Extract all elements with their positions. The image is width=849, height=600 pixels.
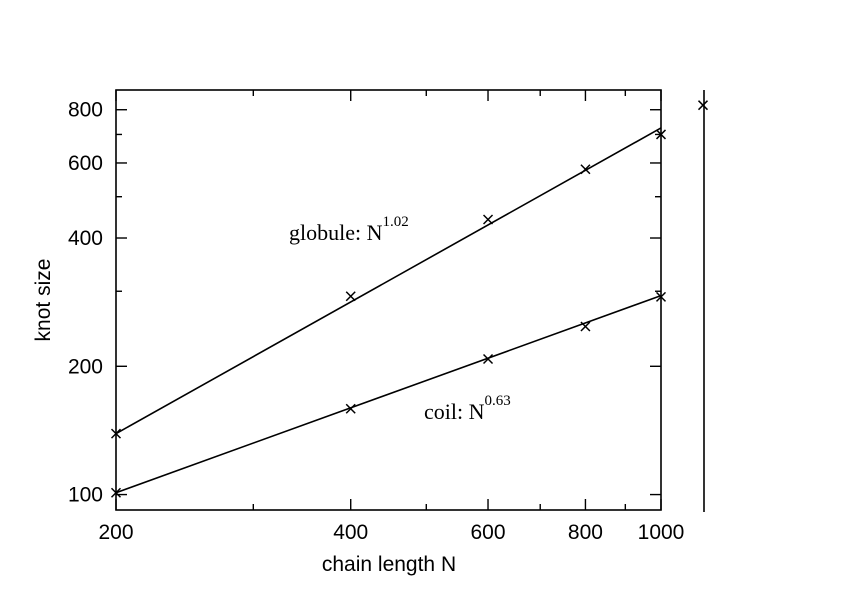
x-tick-label: 600 — [470, 521, 505, 544]
marker-stroke — [345, 291, 356, 302]
globule-data-point — [580, 164, 591, 175]
marker-stroke — [110, 487, 122, 498]
globule-annotation: globule: N1.02 — [289, 214, 409, 245]
data-points — [110, 129, 667, 498]
marker-stroke — [110, 428, 122, 439]
coil-data-point — [110, 487, 122, 498]
coil-annotation-text: coil: N — [424, 399, 485, 424]
ticks — [115, 90, 662, 510]
coil-data-point — [655, 291, 667, 302]
plot-frame — [115, 89, 662, 511]
y-tick-label: 800 — [68, 99, 103, 122]
y-tick-label: 200 — [68, 355, 103, 378]
x-tick-label: 800 — [568, 521, 603, 544]
outside-data-point — [697, 100, 709, 111]
outside-point-group — [697, 100, 709, 111]
y-axis-label: knot size — [32, 259, 55, 342]
marker-stroke — [345, 403, 356, 414]
tick-labels: 200 400 600 800 1000 100 200 400 600 800 — [68, 99, 684, 544]
globule-data-point — [655, 129, 667, 140]
y-tick-label: 100 — [68, 484, 103, 507]
coil-data-point — [580, 321, 591, 332]
coil-annotation: coil: N0.63 — [424, 393, 511, 424]
globule-fit-line — [115, 127, 662, 435]
coil-data-point — [345, 403, 356, 414]
fit-lines — [115, 127, 662, 494]
marker-stroke — [580, 164, 591, 175]
globule-data-point — [345, 291, 356, 302]
y-tick-label: 600 — [68, 152, 103, 175]
marker-stroke — [655, 129, 667, 140]
coil-fit-line — [115, 294, 662, 494]
marker-stroke — [580, 321, 591, 332]
x-tick-label: 400 — [333, 521, 368, 544]
y-tick-label: 400 — [68, 227, 103, 250]
x-tick-label: 1000 — [638, 521, 685, 544]
x-tick-label: 200 — [98, 521, 133, 544]
marker-stroke — [697, 100, 709, 111]
coil-annotation-exponent: 0.63 — [485, 393, 511, 409]
marker-stroke — [655, 291, 667, 302]
marker-stroke — [482, 354, 494, 365]
globule-data-point — [110, 428, 122, 439]
coil-data-point — [482, 354, 494, 365]
globule-annotation-text: globule: N — [289, 220, 383, 245]
globule-data-point — [482, 214, 494, 225]
x-axis-label: chain length N — [322, 553, 456, 576]
marker-stroke — [482, 214, 494, 225]
globule-annotation-exponent: 1.02 — [383, 214, 409, 230]
